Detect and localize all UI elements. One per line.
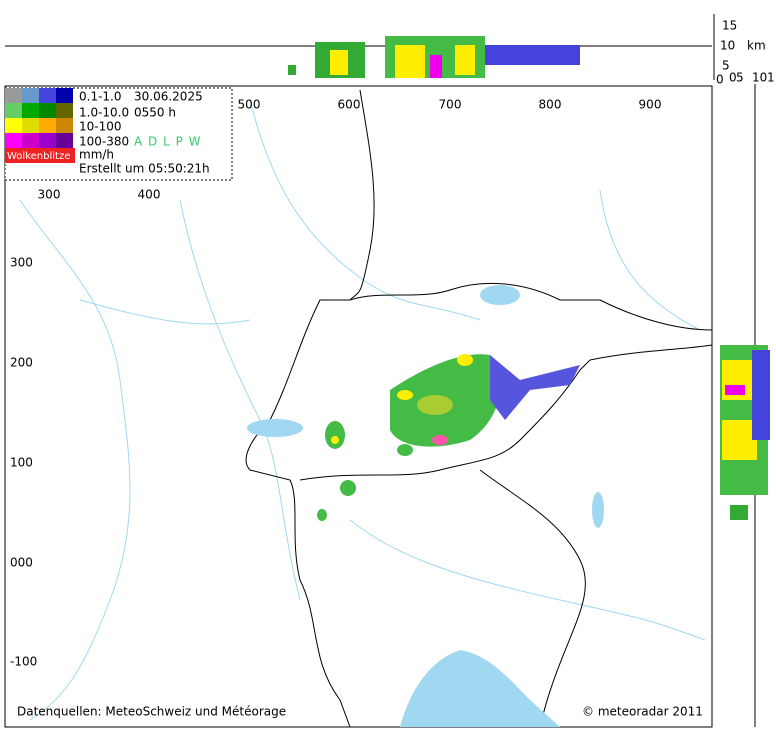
border bbox=[349, 283, 713, 331]
river bbox=[599, 189, 701, 331]
x-tick-label: 300 bbox=[38, 188, 61, 202]
echo bbox=[395, 45, 425, 78]
precipitation bbox=[417, 395, 453, 415]
legend-class: 0.1-1.0 bbox=[79, 90, 122, 104]
profile-tick: 1 bbox=[767, 71, 775, 85]
legend-date: 30.06.2025 bbox=[134, 90, 203, 104]
river bbox=[349, 519, 706, 641]
swatch bbox=[5, 88, 22, 103]
y-tick-label: 000 bbox=[10, 556, 33, 570]
right-profile: 0 5 10 1 bbox=[720, 71, 775, 727]
echo bbox=[722, 420, 757, 460]
profile-tick: 15 bbox=[722, 19, 737, 33]
river bbox=[179, 199, 301, 601]
x-tick-label: 600 bbox=[338, 98, 361, 112]
swatch bbox=[56, 118, 73, 133]
river bbox=[79, 299, 251, 325]
precipitation bbox=[325, 421, 345, 449]
y-tick-label: -100 bbox=[10, 655, 37, 669]
echo bbox=[288, 65, 296, 75]
x-tick-label: 800 bbox=[539, 98, 562, 112]
echo bbox=[485, 45, 580, 65]
echo bbox=[430, 55, 442, 78]
profile-tick: 5 bbox=[736, 71, 744, 85]
y-tick-label: 200 bbox=[10, 356, 33, 370]
precipitation bbox=[397, 444, 413, 456]
legend-time: 0550 h bbox=[134, 106, 176, 120]
swatch bbox=[39, 88, 56, 103]
legend-stations: A D L P W bbox=[134, 135, 202, 149]
swatch bbox=[56, 103, 73, 118]
legend-lightning: Wolkenblitze bbox=[7, 151, 70, 162]
swatch bbox=[22, 103, 39, 118]
swatch bbox=[22, 118, 39, 133]
profile-tick: 5 bbox=[722, 59, 730, 73]
precipitation bbox=[490, 355, 580, 420]
x-tick-label: 700 bbox=[439, 98, 462, 112]
precipitation bbox=[331, 436, 339, 444]
lake bbox=[480, 285, 520, 305]
river bbox=[19, 199, 131, 721]
echo bbox=[730, 505, 748, 520]
border bbox=[299, 359, 591, 481]
profile-tick: 0 bbox=[716, 73, 724, 87]
swatch bbox=[56, 133, 73, 148]
river bbox=[249, 99, 481, 321]
echo bbox=[330, 50, 348, 75]
legend: Wolkenblitze 0.1-1.0 30.06.2025 1.0-10.0… bbox=[4, 87, 233, 181]
precipitation bbox=[432, 435, 448, 445]
profile-tick: 10 bbox=[752, 71, 767, 85]
y-tick-label: 100 bbox=[10, 456, 33, 470]
sea bbox=[400, 650, 560, 727]
echo bbox=[752, 350, 770, 440]
swatch bbox=[22, 88, 39, 103]
x-tick-label: 500 bbox=[238, 98, 261, 112]
swatch bbox=[56, 88, 73, 103]
swatch bbox=[39, 133, 56, 148]
swatch bbox=[5, 133, 22, 148]
profile-unit: km bbox=[747, 39, 766, 53]
footer-copyright: © meteoradar 2011 bbox=[582, 705, 703, 719]
y-tick-label: 300 bbox=[10, 256, 33, 270]
legend-class: 100-380 bbox=[79, 135, 129, 149]
swatch bbox=[5, 103, 22, 118]
swatch bbox=[39, 118, 56, 133]
precipitation bbox=[457, 354, 473, 366]
precipitation bbox=[397, 390, 413, 400]
lake bbox=[247, 419, 303, 437]
x-tick-label: 900 bbox=[639, 98, 662, 112]
echo bbox=[725, 385, 745, 395]
map: 500 600 700 800 900 300 400 300 200 100 … bbox=[4, 85, 713, 728]
legend-class: 1.0-10.0 bbox=[79, 106, 129, 120]
swatch bbox=[22, 133, 39, 148]
swatch bbox=[39, 103, 56, 118]
footer-sources: Datenquellen: MeteoSchweiz und Météorage bbox=[17, 705, 286, 719]
swatch bbox=[5, 118, 22, 133]
swatch bbox=[5, 148, 75, 163]
top-profile: 15 10 km 5 0 bbox=[5, 14, 766, 87]
legend-created: Erstellt um 05:50:21h bbox=[79, 162, 210, 176]
x-tick-label: 400 bbox=[138, 188, 161, 202]
profile-tick: 10 bbox=[720, 39, 735, 53]
echo bbox=[455, 45, 475, 75]
profile-tick: 0 bbox=[729, 71, 737, 85]
precipitation bbox=[317, 509, 327, 521]
border bbox=[479, 469, 586, 728]
precipitation bbox=[340, 480, 356, 496]
map-frame bbox=[4, 85, 713, 728]
legend-class: 10-100 bbox=[79, 120, 122, 134]
legend-unit: mm/h bbox=[79, 148, 114, 162]
lake bbox=[592, 492, 604, 528]
border bbox=[589, 344, 713, 361]
